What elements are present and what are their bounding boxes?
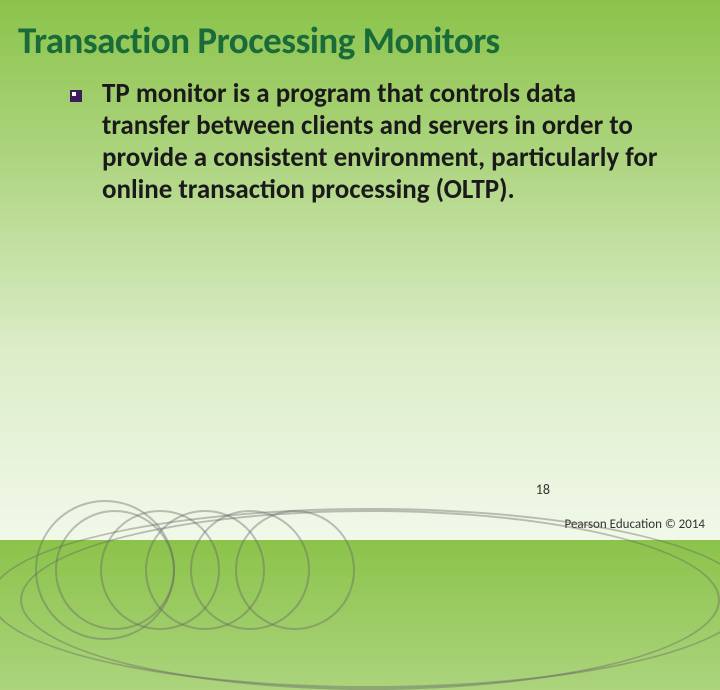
slide-title: Transaction Processing Monitors [0, 0, 720, 73]
bullet-item: TP monitor is a program that controls da… [70, 78, 670, 205]
bullet-marker-icon [70, 90, 82, 102]
bullet-text: TP monitor is a program that controls da… [102, 78, 670, 205]
content-area: TP monitor is a program that controls da… [0, 73, 720, 205]
bottom-decoration [0, 485, 720, 540]
arch-icon [35, 500, 175, 640]
